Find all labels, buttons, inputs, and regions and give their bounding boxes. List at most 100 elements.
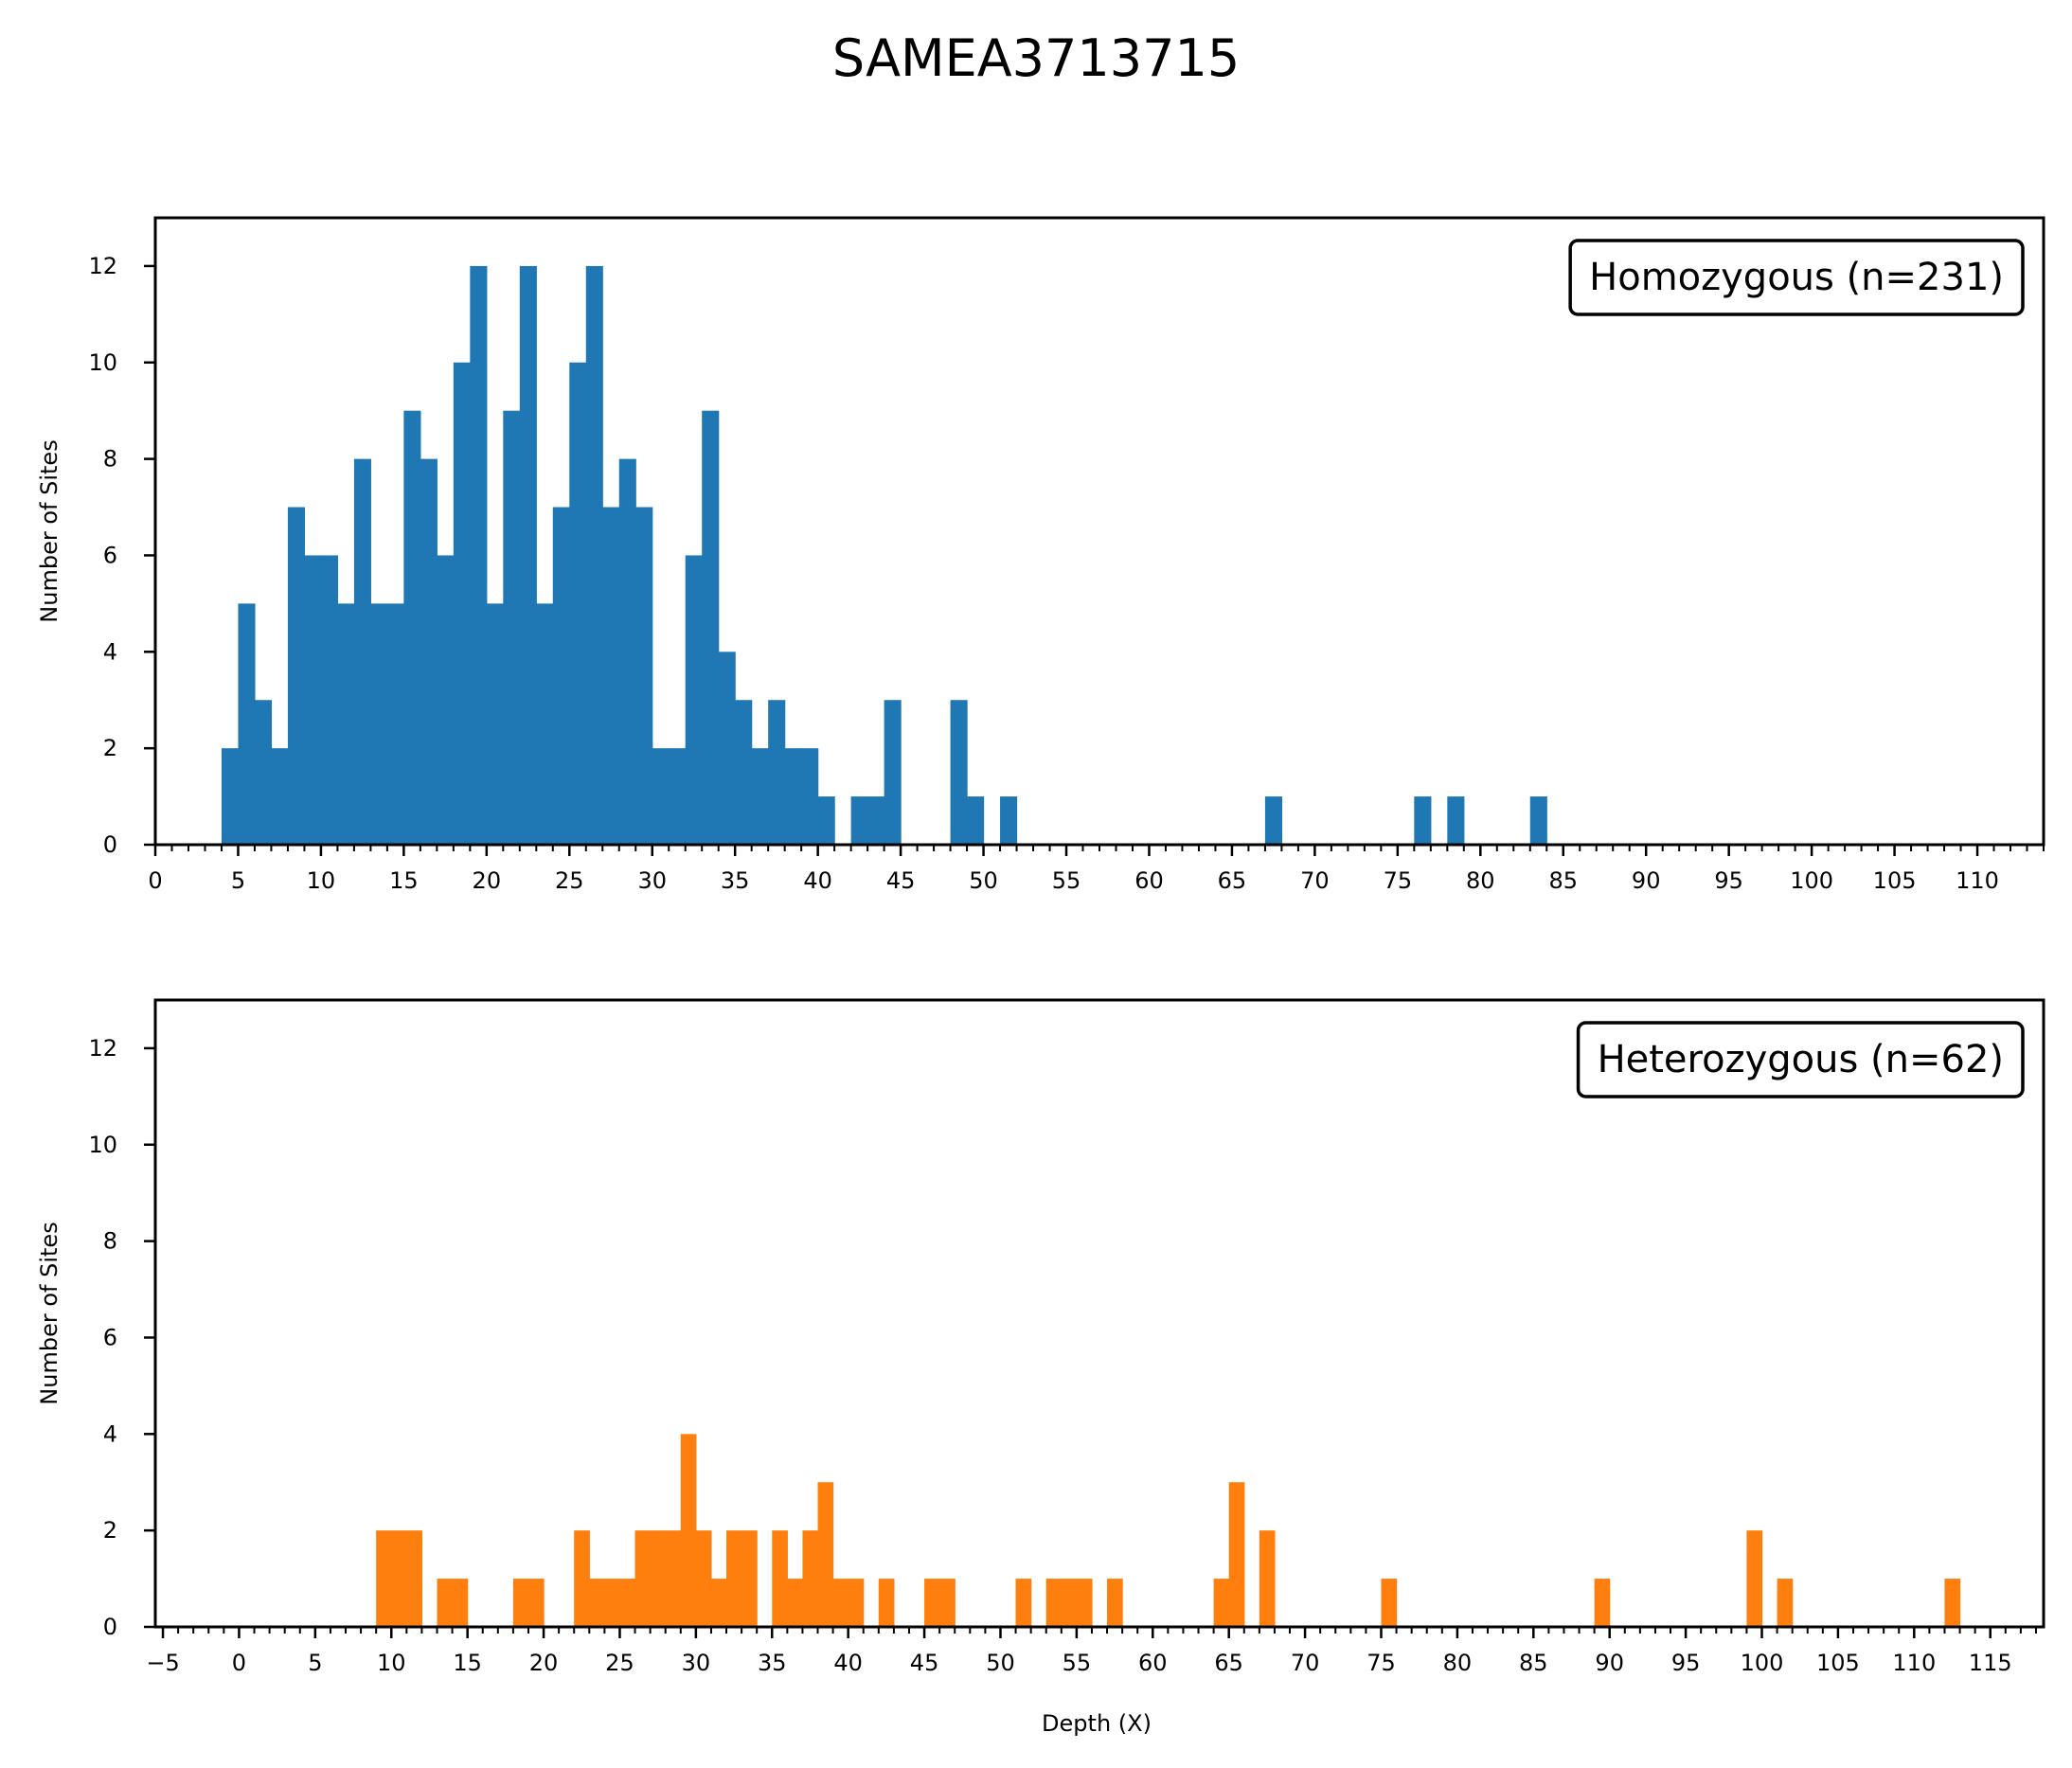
- x-tick-label: 70: [1300, 867, 1330, 894]
- histogram-bar: [337, 603, 355, 845]
- histogram-bar: [470, 265, 488, 845]
- histogram-bar: [1264, 796, 1282, 845]
- histogram-bar: [1414, 796, 1432, 845]
- y-tick-label: 10: [88, 1132, 117, 1158]
- histogram-bar: [652, 748, 670, 845]
- chart-panel-2: −5 0 5 10 15 20 25 30 35 40 45 50 55 60 65 70 75 80 85 90 95…: [36, 998, 2045, 1737]
- histogram-bar: [536, 603, 554, 845]
- x-tick-label: 30: [682, 1650, 711, 1676]
- histogram-bar: [1777, 1579, 1794, 1627]
- histogram-bar: [585, 265, 603, 845]
- histogram-bar: [238, 603, 256, 845]
- x-tick-label: 20: [473, 867, 502, 894]
- y-axis-label: Number of Sites: [36, 439, 63, 622]
- y-tick-label: 0: [103, 831, 117, 858]
- histogram-bar: [665, 1530, 682, 1627]
- histogram-bar: [437, 555, 455, 845]
- legend-label: Heterozygous (n=62): [1598, 1038, 2004, 1081]
- x-tick-label: 40: [833, 1650, 863, 1676]
- histogram-bar: [967, 796, 985, 845]
- histogram-bar: [552, 507, 570, 845]
- histogram-bar: [619, 1579, 636, 1627]
- y-tick-label: 8: [103, 1228, 117, 1255]
- histogram-bar: [304, 555, 322, 845]
- axes-frame: [153, 998, 2045, 1629]
- histogram-bar: [1061, 1579, 1078, 1627]
- x-tick-label: 75: [1366, 1650, 1396, 1676]
- histogram-bar: [772, 1530, 788, 1627]
- histogram-bar: [801, 748, 819, 845]
- x-tick-label: 65: [1214, 1650, 1243, 1676]
- x-tick-label: 55: [1052, 867, 1081, 894]
- histogram-bar: [452, 1579, 469, 1627]
- histogram-bar: [512, 1579, 529, 1627]
- x-tick-label: 35: [758, 1650, 787, 1676]
- histogram-bar: [391, 1530, 407, 1627]
- histogram-bar: [1447, 796, 1465, 845]
- x-tick-label: 65: [1218, 867, 1247, 894]
- histogram-bar: [635, 507, 653, 845]
- histogram-bar: [287, 507, 306, 845]
- x-tick-label: 0: [148, 867, 162, 894]
- x-tick-label: 30: [637, 867, 667, 894]
- x-tick-label: −5: [146, 1650, 179, 1676]
- x-tick-label: 105: [1816, 1650, 1860, 1676]
- histogram-bar: [353, 458, 371, 845]
- histogram-bar: [386, 603, 404, 845]
- histogram-bar: [403, 410, 421, 845]
- histogram-bar: [832, 1579, 849, 1627]
- y-tick-label: 6: [103, 542, 117, 568]
- x-tick-label: 15: [453, 1650, 482, 1676]
- x-tick-label: 50: [969, 867, 998, 894]
- histogram-bar: [1746, 1530, 1763, 1627]
- histogram-bar: [950, 700, 968, 845]
- histogram-bar: [751, 748, 769, 845]
- histogram-bar: [787, 1579, 804, 1627]
- histogram-bar: [884, 700, 902, 845]
- histogram-bar: [1944, 1579, 1961, 1627]
- histogram-bar: [604, 1579, 621, 1627]
- x-tick-label: 10: [377, 1650, 406, 1676]
- histogram-bar: [669, 748, 687, 845]
- histogram-bar: [768, 700, 786, 845]
- y-axis-label: Number of Sites: [36, 1222, 63, 1404]
- y-tick-label: 2: [103, 735, 117, 761]
- histogram-bar: [741, 1530, 758, 1627]
- histogram-bar: [1107, 1579, 1123, 1627]
- histogram-bar: [718, 652, 736, 845]
- y-tick-label: 0: [103, 1614, 117, 1640]
- histogram-bar: [650, 1530, 667, 1627]
- histogram-bar: [1259, 1530, 1276, 1627]
- histogram-bar: [370, 603, 388, 845]
- x-tick-label: 105: [1873, 867, 1917, 894]
- x-tick-label: 80: [1443, 1650, 1473, 1676]
- y-tick-label: 12: [88, 1035, 117, 1062]
- x-tick-label: 25: [555, 867, 584, 894]
- x-tick-label: 5: [231, 867, 245, 894]
- histogram-bar: [867, 796, 885, 845]
- histogram-bar: [221, 748, 240, 845]
- figure-title: SAMEA3713715: [831, 28, 1241, 88]
- x-axis-label: Depth (X): [1042, 1710, 1152, 1737]
- histogram-bar: [702, 410, 720, 845]
- histogram-bar: [850, 796, 868, 845]
- histogram-bar: [486, 603, 504, 845]
- y-tick-label: 4: [103, 1420, 117, 1447]
- x-tick-label: 45: [910, 1650, 939, 1676]
- y-tick-label: 12: [88, 253, 117, 279]
- legend-label: Homozygous (n=231): [1589, 256, 2004, 299]
- histogram-bar: [1381, 1579, 1398, 1627]
- x-tick-label: 55: [1063, 1650, 1092, 1676]
- histogram-bar: [710, 1579, 727, 1627]
- histogram-bar: [726, 1530, 742, 1627]
- x-tick-label: 70: [1291, 1650, 1320, 1676]
- legend: Homozygous (n=231): [1568, 239, 2025, 316]
- histogram-bar: [1015, 1579, 1032, 1627]
- histogram-bar: [634, 1530, 652, 1627]
- histogram-bar: [924, 1579, 940, 1627]
- x-tick-label: 60: [1134, 867, 1164, 894]
- histogram-bar: [939, 1579, 956, 1627]
- histogram-bar: [453, 362, 471, 845]
- histogram-bar: [406, 1530, 423, 1627]
